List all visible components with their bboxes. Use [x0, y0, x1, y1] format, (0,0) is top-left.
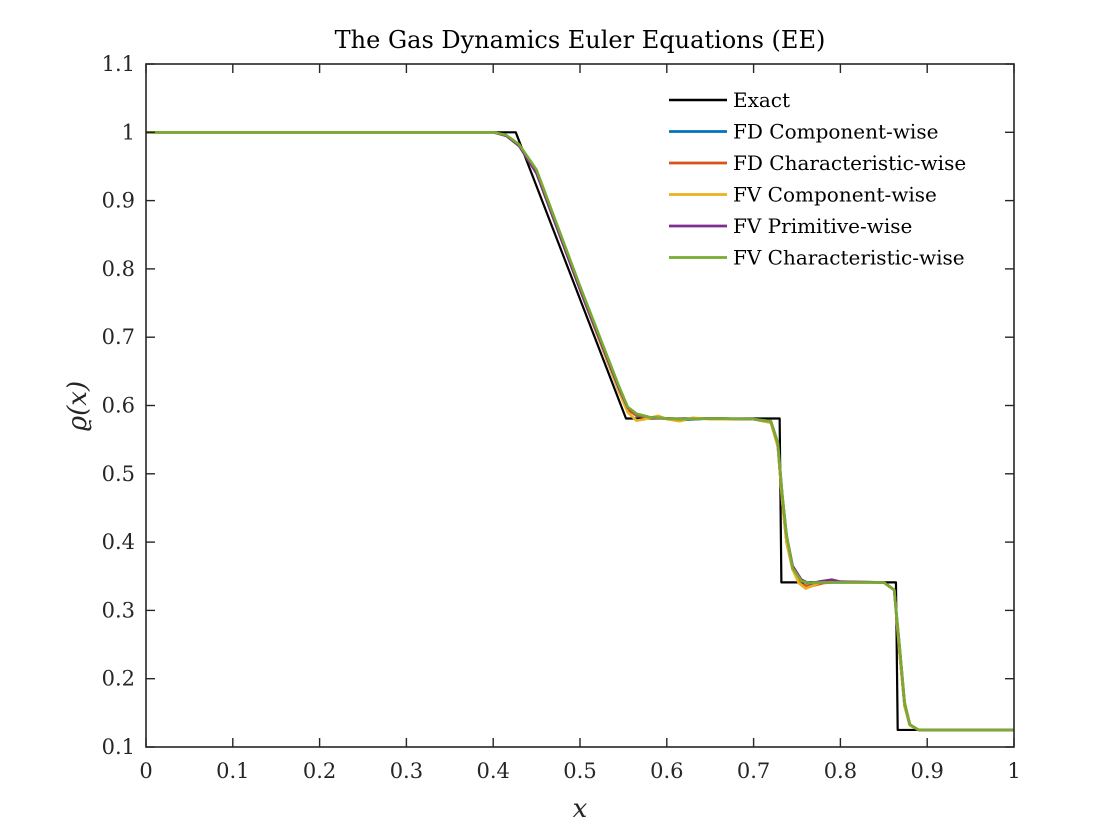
y-tick-label: 0.6 — [102, 394, 135, 418]
y-axis-label: ϱ(x) — [63, 381, 93, 431]
x-axis: 0 0.1 0.2 0.3 0.4 0.5 0.6 0.7 0.8 0.9 1 — [139, 64, 1021, 783]
legend-label-4: FV Primitive-wise — [733, 214, 912, 238]
series-layer — [146, 131, 1014, 732]
legend-label-1: FD Component-wise — [733, 120, 938, 144]
y-axis: 0.1 0.2 0.3 0.4 0.5 0.6 0.7 0.8 0.9 1 1.1 — [102, 52, 1014, 759]
x-tick-label: 1 — [1007, 759, 1020, 783]
y-tick-label: 0.8 — [102, 257, 135, 281]
series-line-5 — [146, 131, 1014, 732]
x-tick-label: 0.2 — [303, 759, 336, 783]
y-tick-label: 0.1 — [102, 735, 135, 759]
y-tick-label: 1.1 — [102, 52, 135, 76]
legend-label-2: FD Characteristic-wise — [733, 151, 966, 175]
y-tick-label: 0.3 — [102, 598, 135, 622]
x-tick-label: 0.6 — [650, 759, 683, 783]
x-tick-label: 0 — [139, 759, 152, 783]
y-tick-label: 0.2 — [102, 667, 135, 691]
legend-label-0: Exact — [733, 88, 790, 112]
legend: Exact FD Component-wise FD Characteristic-… — [669, 88, 966, 270]
legend-label-5: FV Characteristic-wise — [733, 246, 965, 270]
x-tick-label: 0.7 — [737, 759, 770, 783]
y-tick-label: 1 — [122, 120, 135, 144]
x-axis-label: x — [573, 794, 588, 824]
y-tick-label: 0.7 — [102, 325, 135, 349]
y-tick-label: 0.9 — [102, 189, 135, 213]
x-tick-label: 0.3 — [390, 759, 423, 783]
x-tick-label: 0.4 — [476, 759, 509, 783]
legend-label-3: FV Component-wise — [733, 183, 937, 207]
y-tick-label: 0.4 — [102, 530, 135, 554]
x-tick-label: 0.1 — [216, 759, 249, 783]
series-line-0 — [146, 131, 1014, 732]
y-tick-label: 0.5 — [102, 462, 135, 486]
chart-title: The Gas Dynamics Euler Equations (EE) — [335, 26, 826, 54]
x-tick-label: 0.5 — [563, 759, 596, 783]
x-tick-label: 0.9 — [910, 759, 943, 783]
x-tick-label: 0.8 — [824, 759, 857, 783]
